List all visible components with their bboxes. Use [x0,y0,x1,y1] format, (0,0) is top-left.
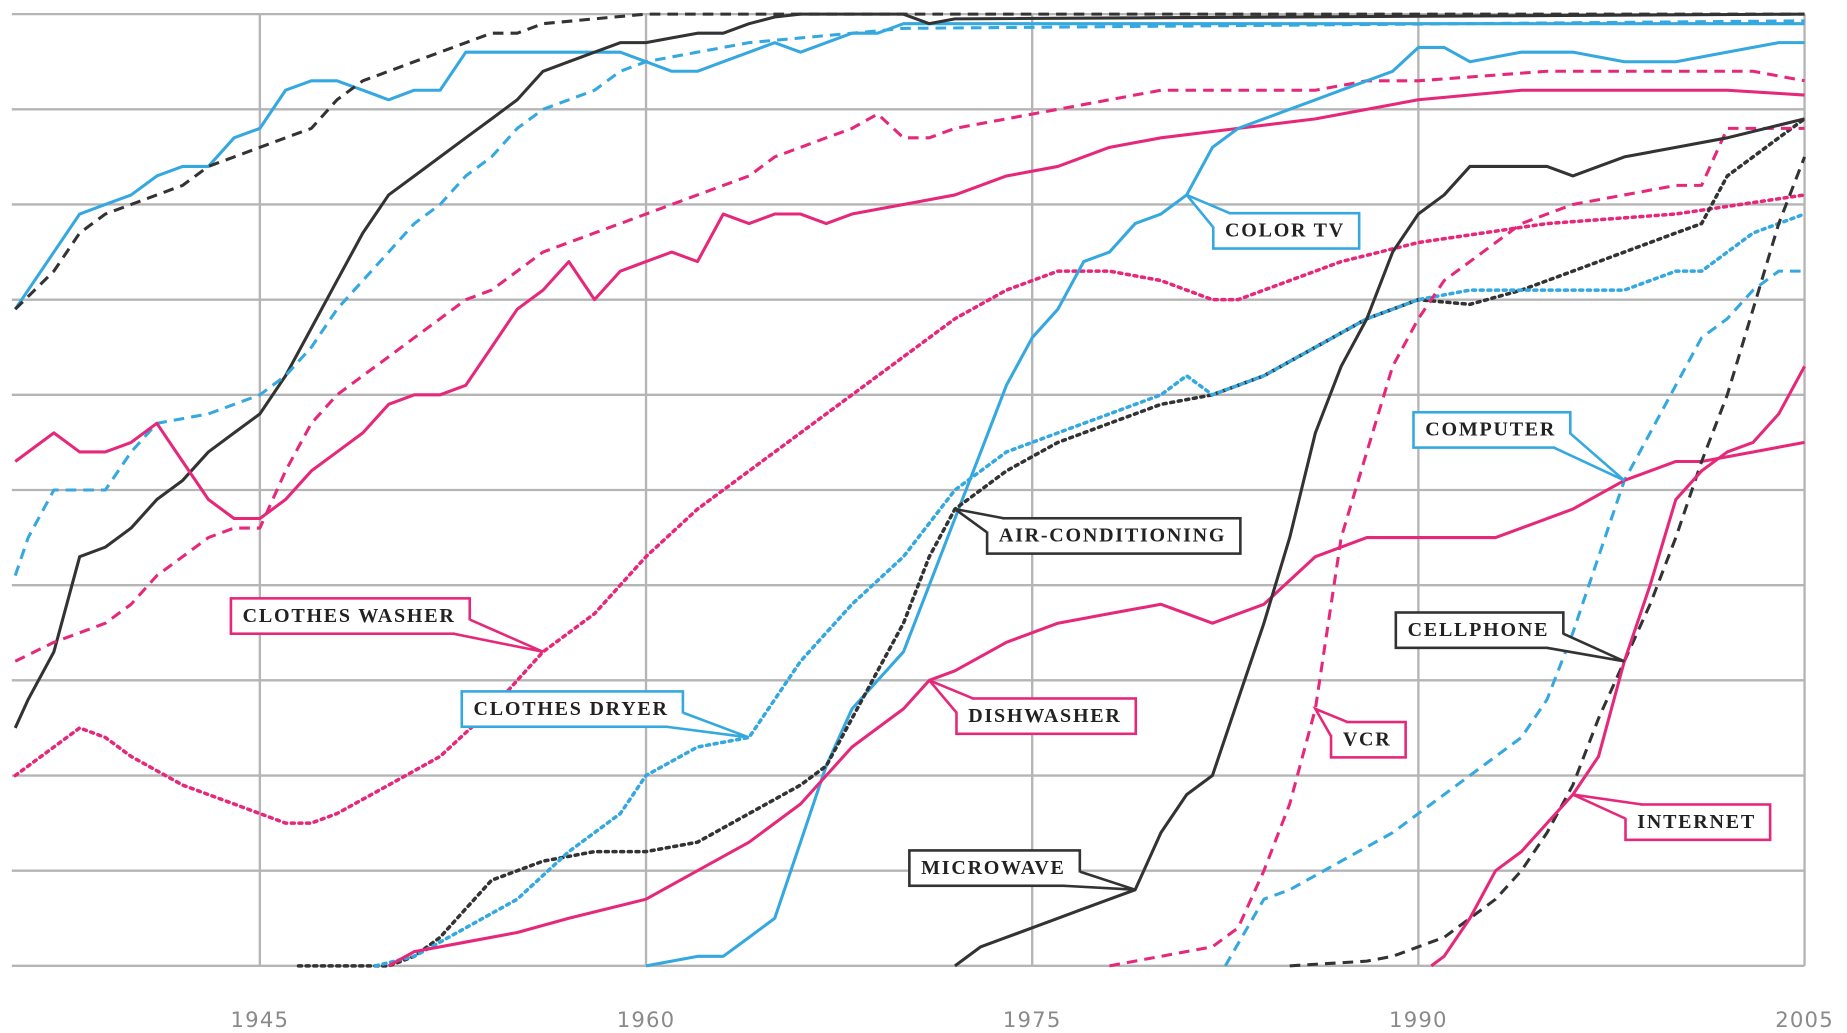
series-line [387,440,1805,968]
callout-leader [666,711,750,739]
callout-leader [1572,793,1643,820]
series-line [296,117,1807,968]
series-line [13,193,1807,825]
callout: INTERNET [1572,793,1772,842]
callout: COLOR TV [1185,193,1361,250]
series-line [13,22,1805,311]
callout-label: CLOTHES DRYER [474,698,669,720]
series-line [1223,269,1805,967]
callout-box [1624,803,1772,842]
series-line [13,12,1805,729]
x-tick-label: 1975 [1003,1007,1062,1032]
callout-leader [1546,632,1625,663]
callout-box [229,597,472,635]
series-line [13,19,1805,577]
callout-leader [928,679,974,714]
series-line [954,117,1805,968]
x-axis: 1945 1960 1975 1990 2005 [231,1007,1834,1032]
series-line [1289,156,1806,968]
callout: CLOTHES DRYER [460,690,750,739]
callout-leader [452,618,544,654]
callout-leader [1553,432,1626,482]
callout-box [955,697,1138,736]
callout-label: DISHWASHER [968,705,1121,727]
callout-label: MICROWAVE [921,857,1066,879]
callout-box [908,849,1082,888]
callout: CELLPHONE [1394,611,1625,663]
x-tick-label: 2005 [1775,1007,1834,1032]
series-line [14,88,1805,521]
lines [13,12,1807,968]
callout: VCR [1312,706,1407,759]
series-line [1430,365,1806,968]
x-tick-label: 1945 [231,1007,290,1032]
callout: DISHWASHER [928,679,1138,736]
callout-box [1394,611,1565,650]
callout-label: AIR-CONDITIONING [999,525,1226,547]
callout-label: CELLPHONE [1408,619,1550,641]
callout-label: VCR [1343,728,1392,750]
callout-leader [1063,870,1136,892]
callout-box [1329,720,1407,759]
callout: MICROWAVE [908,849,1136,892]
callout-leader [954,507,1004,534]
series-line [373,212,1807,968]
callout-label: INTERNET [1637,811,1756,833]
callouts: CLOTHES WASHER COLOR TV COMPUTER AIR-CONDIT… [229,193,1772,892]
callout-box [1211,211,1361,250]
x-tick-label: 1960 [617,1007,676,1032]
series-line [14,69,1805,663]
callout-label: CLOTHES WASHER [243,605,456,627]
callout-box [985,516,1242,555]
callout-box [460,690,685,729]
callout: AIR-CONDITIONING [954,507,1242,555]
callout: COMPUTER [1412,410,1626,482]
x-tick-label: 1990 [1389,1007,1448,1032]
callout-leader [1312,706,1349,737]
grid [11,12,1806,968]
callout-label: COLOR TV [1225,220,1345,242]
series-line [1109,126,1805,968]
callout-label: COMPUTER [1425,419,1556,441]
series-line [14,12,1805,311]
callout: CLOTHES WASHER [229,597,544,654]
callout-leader [1185,193,1231,229]
callout-box [1412,410,1572,449]
